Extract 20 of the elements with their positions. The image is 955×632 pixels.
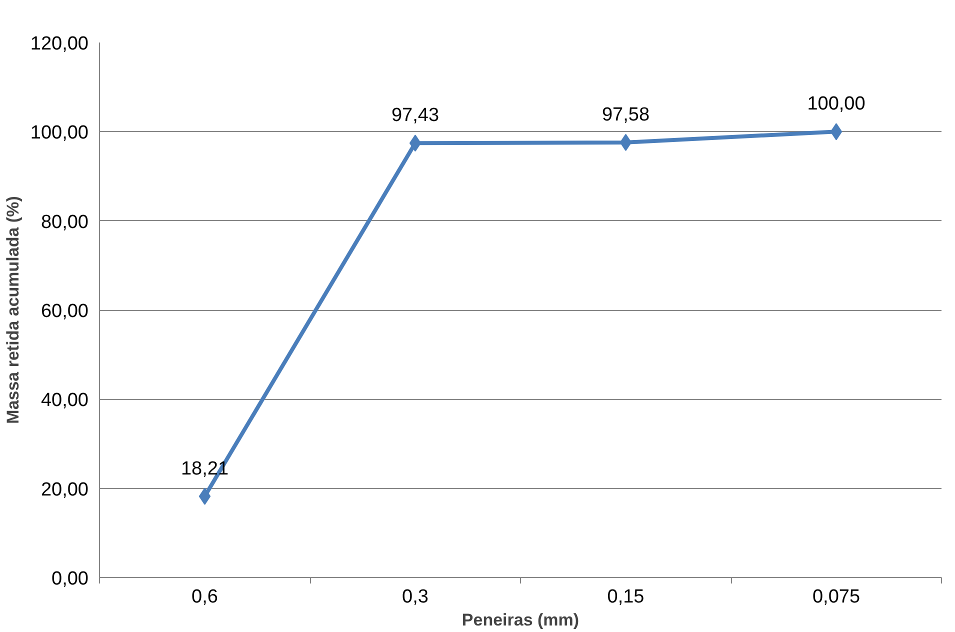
- point: [409, 134, 422, 152]
- x-tick-label: 0,3: [402, 586, 428, 608]
- data-label: 97,43: [391, 105, 440, 126]
- y-tick-label: 100,00: [30, 122, 89, 144]
- x-tick-label: 0,075: [812, 586, 860, 608]
- y-tick-label: 20,00: [40, 479, 88, 500]
- x-axis-title: Peneiras (mm): [462, 610, 580, 630]
- y-axis-title: Massa retida acumulada (%): [3, 196, 22, 424]
- y-tick-label: 60,00: [40, 301, 88, 322]
- point: [620, 134, 632, 151]
- data-label: 100,00: [807, 94, 866, 115]
- y-tick-label: 0,00: [52, 568, 89, 590]
- x-tick-label: 0,15: [607, 586, 644, 608]
- y-tick-label: 80,00: [40, 212, 88, 233]
- y-tick-label: 120,00: [30, 34, 89, 54]
- x-tick-label: 0,6: [192, 586, 218, 608]
- y-tick-label: 40,00: [40, 390, 88, 412]
- point: [198, 488, 211, 505]
- data-label: 97,58: [602, 104, 650, 126]
- point: [830, 123, 842, 140]
